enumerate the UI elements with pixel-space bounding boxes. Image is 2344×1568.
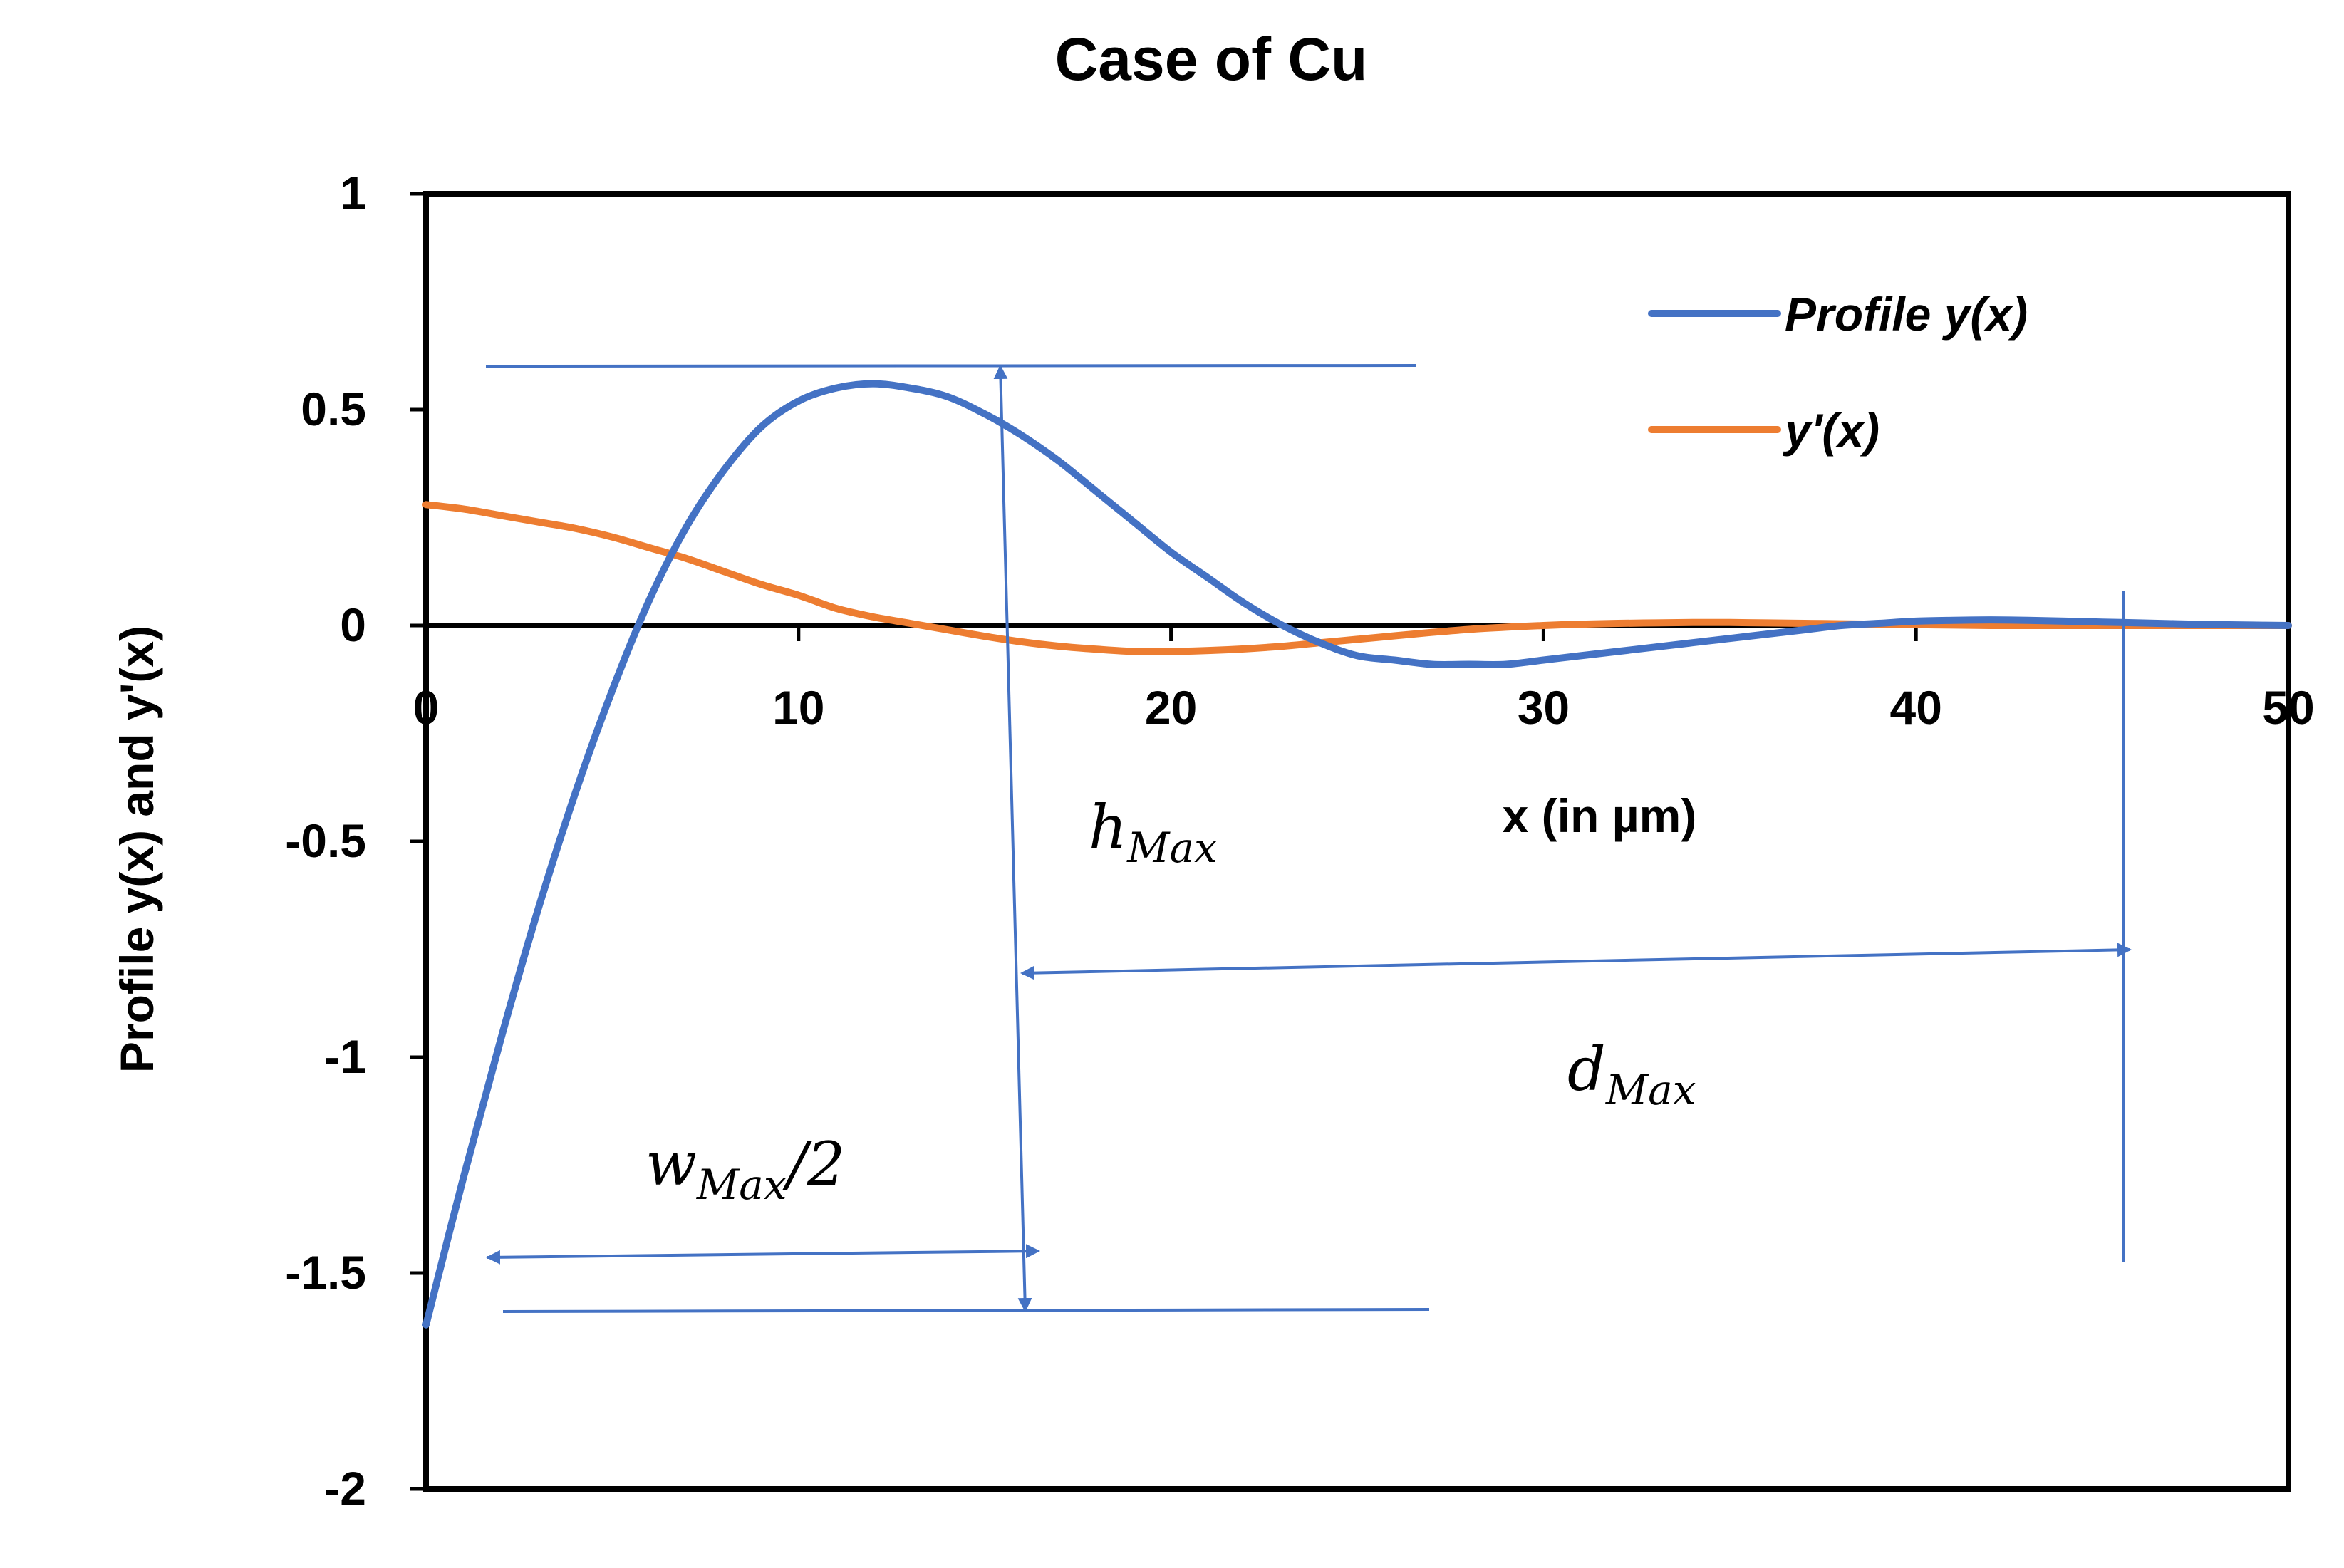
series-line-derivative	[422, 501, 2292, 655]
x-tick-label: 10	[772, 681, 824, 734]
y-tick-label: -1	[324, 1030, 366, 1083]
h-max-label: hMax	[1089, 792, 1218, 872]
w-max-half-dimension-arrow	[486, 1244, 1040, 1265]
x-axis-ticks: 0 10 20 30 40 50	[413, 625, 2315, 734]
legend-label: Profile y(x)	[1785, 288, 2028, 341]
d-max-dimension-arrow	[1020, 943, 2132, 980]
x-tick-label: 20	[1145, 681, 1197, 734]
x-tick-label: 50	[2262, 681, 2314, 734]
legend-label: y'(x)	[1783, 404, 1879, 457]
y-axis-ticks: 1 0.5 0 -0.5 -1 -1.5 -2	[285, 167, 426, 1515]
series-line-profile	[422, 380, 2292, 1329]
h-max-dimension-arrow	[993, 365, 1032, 1312]
y-tick-label: -1.5	[285, 1246, 366, 1299]
y-tick-label: 1	[340, 167, 366, 219]
x-tick-label: 30	[1518, 681, 1570, 734]
y-axis-label: Profile y(x) and y'(x)	[110, 625, 163, 1073]
h-max-top-reference-line	[485, 364, 1417, 368]
y-tick-label: -2	[324, 1462, 366, 1515]
plot-frame	[423, 191, 2291, 1492]
x-tick-label: 40	[1889, 681, 1941, 734]
y-tick-label: 0	[340, 598, 366, 651]
h-max-bottom-reference-line	[502, 1308, 1430, 1313]
annotation-layer: hMax dMax wMax/2	[485, 364, 2132, 1313]
x-axis-label: x (in µm)	[1503, 789, 1697, 842]
y-tick-label: -0.5	[285, 814, 366, 867]
d-max-label: dMax	[1567, 1034, 1696, 1114]
series-layer	[422, 380, 2292, 1329]
y-tick-label: 0.5	[301, 383, 366, 435]
w-max-half-label: wMax/2	[645, 1129, 845, 1209]
legend: Profile y(x) y'(x)	[1648, 288, 2028, 457]
x-tick-label: 0	[413, 681, 440, 734]
plot-border	[423, 191, 2291, 1492]
chart-title: Case of Cu	[1055, 26, 1368, 93]
